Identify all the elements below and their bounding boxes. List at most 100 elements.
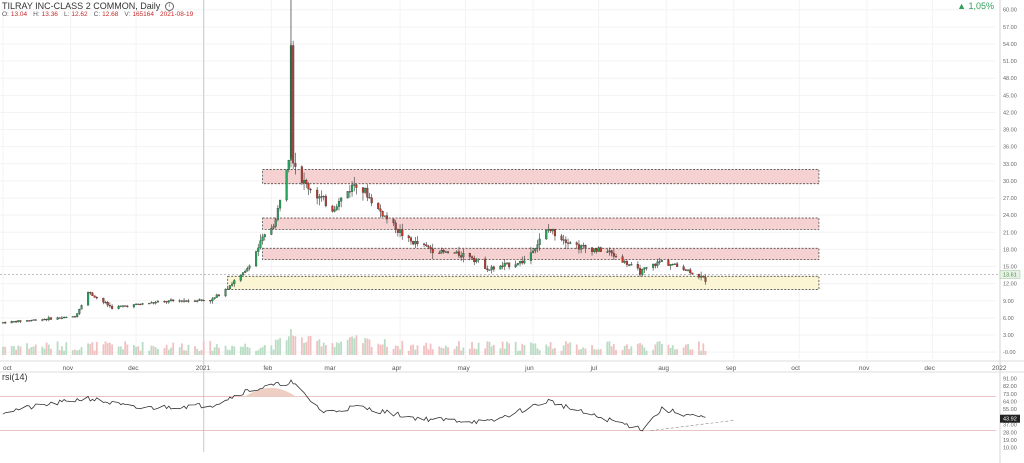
candle-body (43, 319, 46, 321)
time-tick-label: nov (859, 365, 870, 372)
candle-body (643, 267, 646, 270)
volume-bar (202, 341, 205, 355)
volume-bar (139, 350, 142, 355)
time-axis[interactable]: oct nov dec 2021 feb mar apr may jun jul aug sep oct… (0, 360, 1024, 372)
candle-body (17, 320, 20, 323)
volume-bar (396, 345, 399, 355)
candle-body (547, 228, 550, 231)
candle-body (241, 272, 245, 276)
resistance-zone (262, 217, 820, 230)
candle-body (654, 263, 657, 266)
volume-bar (392, 348, 395, 355)
candle-body (47, 317, 50, 320)
volume-bar (156, 348, 159, 355)
volume-bar (407, 350, 410, 355)
price-axis[interactable]: 60.00 57.00 54.00 51.00 48.00 45.00 42.00 39.00… (999, 0, 1017, 463)
info-icon[interactable]: i (164, 2, 174, 12)
time-tick-label: dec (924, 365, 935, 372)
volume-bar (370, 347, 373, 355)
volume-bar (399, 349, 401, 355)
candle-body (444, 251, 447, 253)
candle-body (473, 257, 476, 263)
candle-body (215, 294, 218, 298)
candle-body (407, 235, 410, 238)
volume-bar (165, 344, 168, 355)
volume-bar (698, 341, 700, 355)
candle-body (117, 306, 120, 309)
candle-body (246, 268, 249, 272)
candle-body (442, 250, 445, 253)
volume-bar (423, 345, 425, 355)
candle-body (364, 187, 367, 193)
volume-bar (562, 345, 565, 355)
volume-bar (163, 348, 166, 355)
candle-body (231, 283, 234, 286)
candle-body (263, 234, 266, 238)
candle-body (93, 295, 96, 298)
candle-body (257, 247, 260, 252)
volume-bar (41, 346, 44, 355)
candle-body (355, 184, 358, 188)
volume-bar (477, 342, 480, 355)
rsi-tick-label: 37.00 (1003, 423, 1017, 429)
volume-bar (702, 343, 705, 355)
candle-body (1, 322, 5, 324)
volume-bar (218, 347, 220, 355)
volume-bar (10, 346, 13, 355)
volume-bar (124, 341, 127, 355)
candle-body (676, 263, 679, 267)
candle-body (41, 319, 44, 321)
volume-bar (700, 350, 703, 355)
candle-body (156, 301, 159, 303)
candle-body (368, 197, 371, 199)
price-tick-label: 24.00 (1003, 213, 1017, 219)
candle-body (700, 275, 703, 278)
volume-bar (414, 349, 417, 355)
volume-bar (630, 346, 633, 355)
candle-body (139, 304, 142, 306)
volume-bar (410, 345, 412, 355)
volume-bar (276, 339, 279, 355)
volume-bar (383, 339, 386, 355)
volume-bar (108, 342, 111, 355)
rsi-tick-label: 28.00 (1003, 430, 1017, 436)
candle-body (660, 260, 663, 262)
candle-body (490, 266, 493, 270)
volume-bar (287, 336, 290, 355)
candle-body (394, 222, 397, 230)
ohlc-value: 13.04 (10, 11, 28, 18)
volume-bar (444, 345, 447, 355)
volume-bar (575, 344, 578, 355)
volume-bar (346, 339, 349, 355)
candle-body (399, 229, 402, 233)
price-zones (227, 169, 820, 290)
candle-body (412, 241, 415, 245)
candle-body (259, 240, 262, 249)
candle-body (612, 252, 615, 257)
candle-body (447, 251, 450, 253)
ohlc-key: O: (2, 11, 9, 18)
volume-bar (484, 348, 487, 355)
volume-bar (458, 341, 460, 355)
volume-bar (671, 345, 674, 355)
candle-body (673, 263, 676, 265)
time-tick-label: 2021 (196, 365, 211, 372)
volume-bar (442, 348, 445, 355)
candle-body (331, 205, 334, 212)
candle-body (396, 229, 399, 233)
volume-bar (26, 343, 28, 355)
candle-body (19, 320, 22, 322)
candle-body (209, 300, 212, 302)
candle-body (106, 302, 109, 306)
price-tick-label: 48.00 (1003, 76, 1017, 82)
volume-bar (610, 346, 613, 355)
candle-body (95, 297, 98, 299)
volume-bar (599, 349, 602, 355)
candle-body (414, 241, 417, 245)
chart-overlay: 13.61 (0, 270, 1021, 279)
candle-body (551, 229, 554, 232)
candle-body (89, 292, 92, 294)
candle-body (141, 303, 144, 305)
volume-bar (213, 347, 216, 355)
